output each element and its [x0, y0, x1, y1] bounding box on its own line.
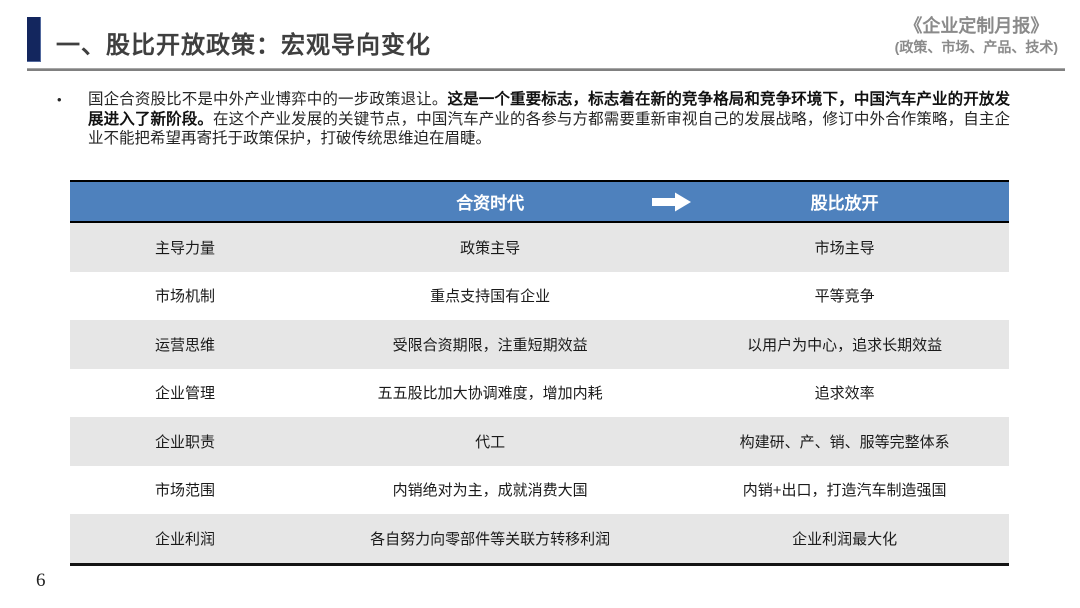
- row-open-value: 以用户为中心，追求长期效益: [747, 336, 943, 354]
- paragraph-lead: 国企合资股比不是中外产业博弈中的一步政策退让。: [88, 91, 448, 108]
- table-header-joint-era: 合资时代: [456, 194, 525, 213]
- table-row: 主导力量 政策主导 市场主导: [70, 223, 1009, 272]
- title-divider: [27, 68, 1065, 71]
- row-label: 企业利润: [155, 530, 216, 548]
- report-badge-title: 《企业定制月报》: [904, 16, 1049, 36]
- row-joint-value: 内销绝对为主，成就消费大国: [392, 482, 588, 500]
- right-arrow-icon: [652, 191, 692, 213]
- row-joint-value: 重点支持国有企业: [430, 288, 551, 306]
- row-open-value: 追求效率: [814, 385, 875, 403]
- row-open-value: 内销+出口，打造汽车制造强国: [742, 482, 947, 500]
- row-label: 运营思维: [155, 336, 216, 354]
- row-label: 市场范围: [155, 482, 216, 500]
- row-open-value: 企业利润最大化: [792, 530, 898, 548]
- row-open-value: 平等竞争: [814, 288, 875, 306]
- title-accent-bar: [27, 17, 41, 62]
- table-row: 企业管理 五五股比加大协调难度，增加内耗 追求效率: [70, 368, 1009, 417]
- row-label: 企业职责: [155, 433, 216, 451]
- row-label: 企业管理: [155, 385, 216, 403]
- report-badge-subtitle: (政策、市场、产品、技术): [894, 39, 1058, 56]
- paragraph-rest: 在这个产业发展的关键节点，中国汽车产业的各参与方都需要重新审视自己的发展战略，修…: [88, 110, 1010, 148]
- row-joint-value: 代工: [475, 433, 506, 451]
- table-row: 企业利润 各自努力向零部件等关联方转移利润 企业利润最大化: [70, 514, 1009, 563]
- table-row: 运营思维 受限合资期限，注重短期效益 以用户为中心，追求长期效益: [70, 320, 1009, 369]
- row-joint-value: 各自努力向零部件等关联方转移利润: [370, 530, 611, 548]
- comparison-table: 合资时代 股比放开 主导力量 政策主导 市场主导 市场机制 重点支持国有企业 平…: [70, 180, 1009, 566]
- row-open-value: 构建研、产、销、服等完整体系: [739, 433, 950, 451]
- intro-paragraph-text: 国企合资股比不是中外产业博弈中的一步政策退让。这是一个重要标志，标志着在新的竞争…: [88, 90, 1010, 149]
- row-open-value: 市场主导: [814, 239, 875, 257]
- table-row: 企业职责 代工 构建研、产、销、服等完整体系: [70, 417, 1009, 466]
- paragraph-emphasis: 这是一个重要标志，标志着在新的竞争格局和竞争环境下，中国汽车产业的开放发展进入了…: [88, 91, 1010, 128]
- bullet-icon: •: [57, 92, 62, 107]
- row-joint-value: 政策主导: [460, 239, 521, 257]
- report-badge: 《企业定制月报》 (政策、市场、产品、技术): [895, 15, 1058, 57]
- intro-paragraph: • 国企合资股比不是中外产业博弈中的一步政策退让。这是一个重要标志，标志着在新的…: [57, 90, 1010, 149]
- page-title: 一、股比开放政策：宏观导向变化: [56, 32, 431, 59]
- page-number: 6: [36, 570, 46, 591]
- table-header-open-era: 股比放开: [810, 194, 879, 213]
- row-joint-value: 受限合资期限，注重短期效益: [392, 336, 588, 354]
- row-label: 主导力量: [155, 239, 216, 257]
- table-row: 市场范围 内销绝对为主，成就消费大国 内销+出口，打造汽车制造强国: [70, 465, 1009, 514]
- row-label: 市场机制: [155, 288, 216, 306]
- table-header-row: 合资时代 股比放开: [70, 180, 1009, 223]
- row-joint-value: 五五股比加大协调难度，增加内耗: [377, 385, 603, 403]
- table-row: 市场机制 重点支持国有企业 平等竞争: [70, 271, 1009, 320]
